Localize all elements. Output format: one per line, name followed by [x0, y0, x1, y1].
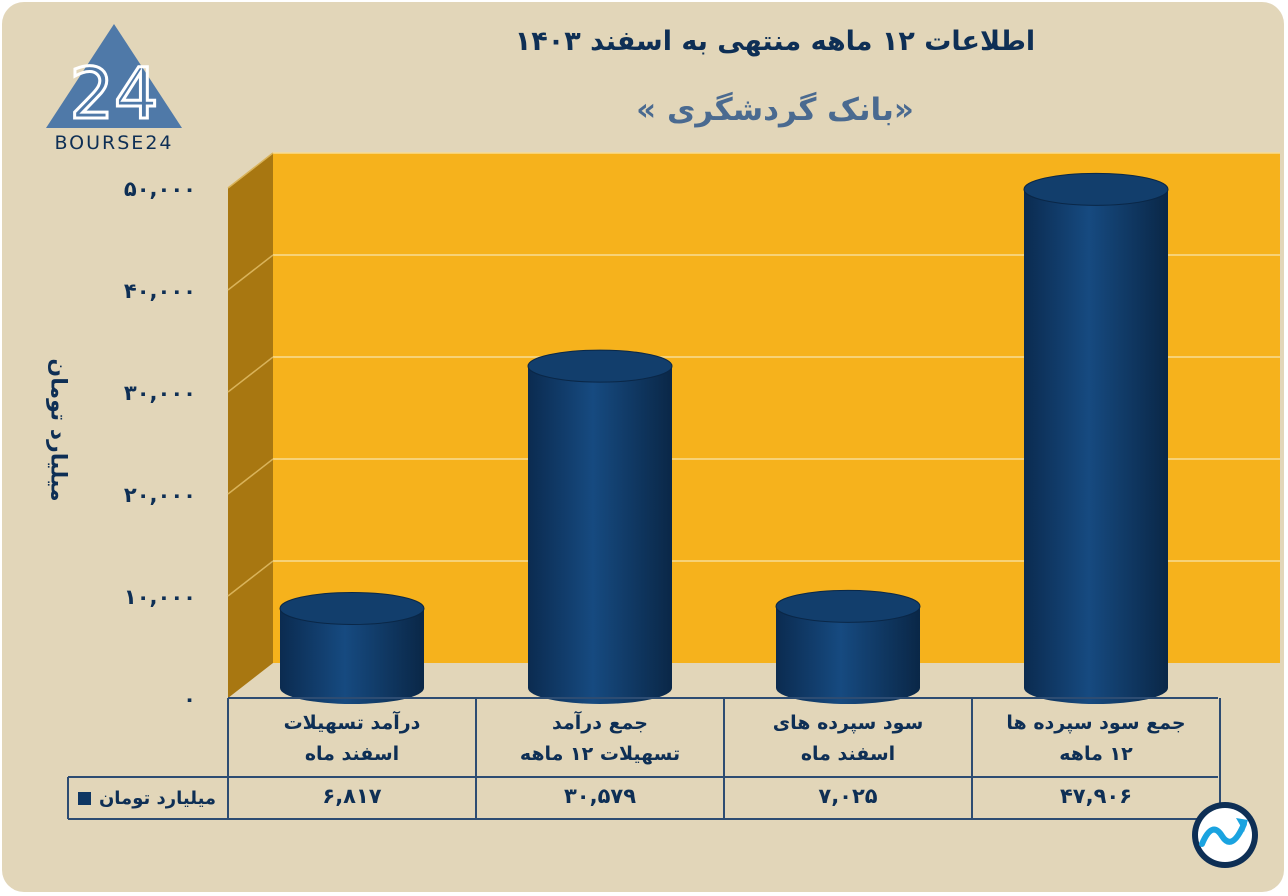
triangle-logo-icon: 24: [46, 24, 182, 137]
legend: میلیارد تومان: [68, 777, 226, 819]
gridline-side: [227, 458, 274, 495]
bar-top: [775, 589, 921, 623]
chart-subtitle: «بانک گردشگری »: [636, 92, 914, 128]
value-label: ۶,۸۱۷: [322, 784, 382, 808]
y-tick-label: ۰: [183, 687, 196, 711]
gridline-side: [227, 356, 274, 393]
bar-top: [279, 591, 425, 625]
category-label: جمع سود سپرده ها ۱۲ ماهه: [1006, 712, 1186, 765]
category-label: جمع درآمد تسهیلات ۱۲ ماهه: [519, 712, 681, 765]
logo-wordmark: BOURSE24: [54, 132, 174, 154]
gridline-side: [227, 152, 274, 189]
y-axis-title: میلیارد تومان: [45, 358, 71, 502]
category-label: درآمد تسهیلات اسفند ماه: [283, 712, 421, 765]
bar: [528, 366, 672, 704]
y-tick-label: ۵۰,۰۰۰: [124, 177, 196, 201]
value-label: ۷,۰۲۵: [818, 784, 878, 808]
y-tick-label: ۲۰,۰۰۰: [124, 483, 196, 507]
bar: [280, 608, 424, 704]
chart-title: اطلاعات ۱۲ ماهه منتهی به اسفند ۱۴۰۳: [514, 26, 1036, 57]
category-label: سود سپرده های اسفند ماه: [772, 712, 924, 765]
svg-text:24: 24: [69, 53, 158, 135]
bar: [776, 606, 920, 704]
bar: [1024, 189, 1168, 705]
y-tick-label: ۳۰,۰۰۰: [124, 381, 196, 405]
y-tick-label: ۴۰,۰۰۰: [124, 279, 196, 303]
y-tick-label: ۱۰,۰۰۰: [124, 585, 196, 609]
gridline-side: [227, 254, 274, 291]
bar-top: [1023, 172, 1169, 206]
value-label: ۴۷,۹۰۶: [1059, 784, 1133, 808]
legend-swatch: [77, 791, 91, 805]
trend-arrow-icon: [1192, 802, 1258, 868]
legend-label: میلیارد تومان: [98, 787, 217, 809]
value-label: ۳۰,۵۷۹: [563, 784, 637, 808]
bar-top: [527, 349, 673, 383]
plot-side-wall: [228, 153, 273, 698]
gridline-side: [227, 560, 274, 597]
